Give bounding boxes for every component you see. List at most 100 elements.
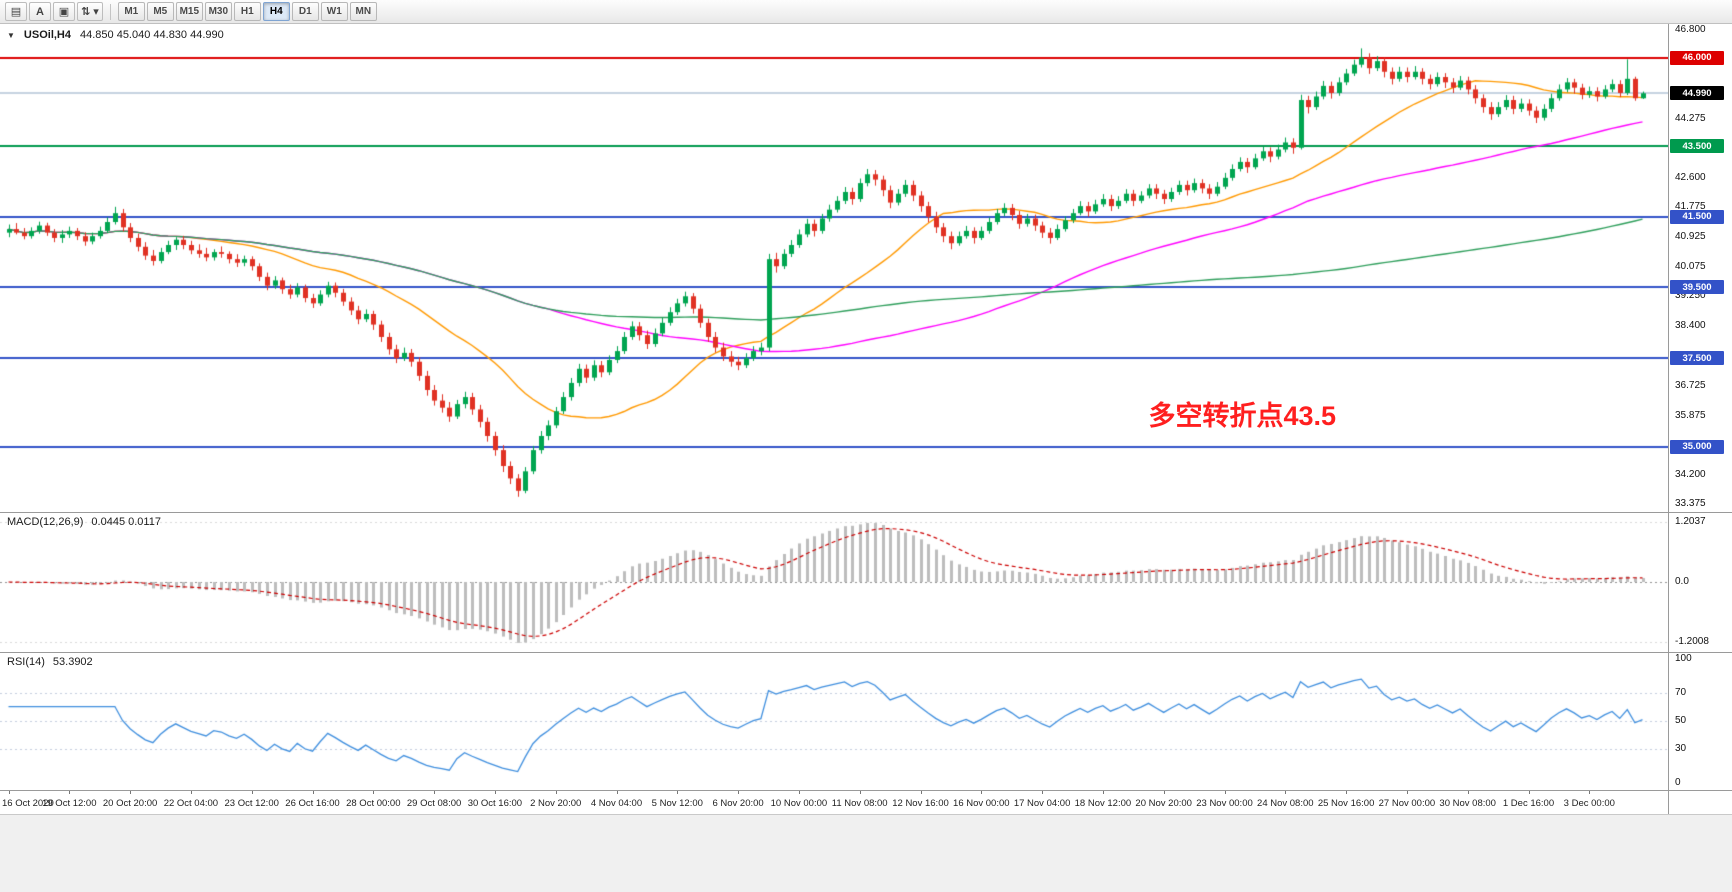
rsi-name: RSI(14) (7, 656, 45, 668)
charts-grid-icon[interactable]: ▤ (5, 2, 27, 21)
time-label: 24 Nov 08:00 (1257, 798, 1314, 809)
time-tick (252, 790, 253, 794)
time-label: 2 Nov 20:00 (530, 798, 582, 809)
time-tick (1225, 790, 1226, 794)
time-label: 26 Oct 16:00 (285, 798, 340, 809)
time-label: 3 Dec 00:00 (1563, 798, 1615, 809)
toolbar: ▤ A ▣ ⇅ ▾ M1 M5 M15 M30 H1 H4 D1 W1 MN (0, 0, 1732, 24)
time-tick (191, 790, 192, 794)
time-tick (1164, 790, 1165, 794)
price-tick: 35.875 (1675, 409, 1706, 421)
time-label: 16 Nov 00:00 (953, 798, 1010, 809)
rsi-axis-tick: 30 (1675, 742, 1687, 754)
level-price-badge: 37.500 (1670, 351, 1724, 366)
time-tick (1529, 790, 1530, 794)
timeframe-group: M1 M5 M15 M30 H1 H4 D1 W1 MN (117, 2, 377, 21)
level-price-badge: 35.000 (1670, 439, 1724, 454)
main-chart-panel[interactable]: ▼ USOil,H4 44.850 45.040 44.830 44.990 多… (0, 24, 1668, 512)
time-tick (1103, 790, 1104, 794)
timeframe-h1[interactable]: H1 (233, 2, 261, 21)
macd-axis-tick: 1.2037 (1675, 516, 1706, 528)
time-axis[interactable]: 16 Oct 2020 19 Oct 12:00 20 Oct 20:00 22 Oc… (0, 790, 1732, 814)
macd-canvas[interactable] (0, 512, 1668, 652)
time-label: 6 Nov 20:00 (712, 798, 764, 809)
symbol-collapse-icon[interactable]: ▼ (7, 30, 15, 40)
time-tick (921, 790, 922, 794)
price-tick: 46.800 (1675, 24, 1706, 35)
price-tick: 33.375 (1675, 498, 1706, 510)
price-tick: 41.775 (1675, 201, 1706, 212)
current-price-badge: 44.990 (1670, 86, 1724, 101)
rsi-label: RSI(14) 53.3902 (7, 656, 93, 668)
price-tick: 39.250 (1675, 290, 1706, 302)
template-icon[interactable]: ▣ (53, 2, 75, 21)
macd-panel[interactable]: MACD(12,26,9) 0.0445 0.0117 (0, 512, 1668, 652)
timeframe-m15[interactable]: M15 (175, 2, 203, 21)
time-tick (1468, 790, 1469, 794)
price-tick: 44.275 (1675, 112, 1706, 124)
price-tick: 40.925 (1675, 231, 1706, 243)
rsi-value: 53.3902 (52, 656, 93, 668)
price-tick: 36.725 (1675, 379, 1706, 391)
level-price-badge: 46.000 (1670, 50, 1724, 65)
time-tick (738, 790, 739, 794)
time-tick (1589, 790, 1590, 794)
time-tick (799, 790, 800, 794)
level-price-badge: 39.500 (1670, 280, 1724, 295)
time-tick (434, 790, 435, 794)
macd-name: MACD(12,26,9) (7, 516, 84, 528)
timeframe-w1[interactable]: W1 (320, 2, 348, 21)
panel-separator[interactable] (0, 652, 1732, 653)
rsi-canvas[interactable] (0, 652, 1668, 790)
price-tick: 34.200 (1675, 468, 1706, 480)
time-tick (130, 790, 131, 794)
time-label: 20 Oct 20:00 (102, 798, 158, 809)
time-label: 22 Oct 04:00 (163, 798, 219, 809)
time-label: 29 Oct 08:00 (406, 798, 462, 809)
time-label: 4 Nov 04:00 (590, 798, 643, 809)
candlestick-chart-canvas[interactable] (0, 24, 1668, 512)
ohlc-values: 44.850 45.040 44.830 44.990 (80, 29, 224, 41)
time-tick (677, 790, 678, 794)
time-label: 23 Nov 00:00 (1196, 798, 1253, 809)
timeframe-h4[interactable]: H4 (262, 2, 290, 21)
rsi-axis-tick: 0 (1675, 777, 1681, 788)
annotate-text-icon[interactable]: A (29, 2, 51, 21)
price-tick: 40.075 (1675, 261, 1706, 273)
time-tick (617, 790, 618, 794)
panel-separator[interactable] (0, 512, 1732, 513)
level-price-badge: 41.500 (1670, 209, 1724, 224)
time-tick (1407, 790, 1408, 794)
time-tick (313, 790, 314, 794)
toolbar-separator (109, 3, 111, 20)
time-tick (1346, 790, 1347, 794)
time-tick (860, 790, 861, 794)
time-label: 25 Nov 16:00 (1317, 798, 1375, 809)
panel-separator (0, 790, 1732, 791)
symbol-label: USOil,H4 (23, 29, 71, 41)
time-label: 30 Oct 16:00 (467, 798, 523, 809)
timeframe-m5[interactable]: M5 (146, 2, 174, 21)
time-tick (981, 790, 982, 794)
macd-axis-tick: -1.2008 (1675, 635, 1709, 647)
time-label: 18 Nov 12:00 (1074, 798, 1132, 809)
chart-header: ▼ USOil,H4 44.850 45.040 44.830 44.990 (7, 29, 224, 41)
time-tick (1285, 790, 1286, 794)
macd-values: 0.0445 0.0117 (91, 516, 161, 528)
time-label: 10 Nov 00:00 (770, 798, 828, 809)
time-label: 28 Oct 00:00 (346, 798, 401, 809)
time-label: 16 Oct 2020 (2, 798, 54, 809)
timeframe-d1[interactable]: D1 (291, 2, 319, 21)
rsi-axis-tick: 100 (1675, 653, 1692, 664)
price-axis[interactable]: 46.800 44.275 42.600 41.775 40.925 40.075 39.2… (1669, 24, 1732, 814)
macd-label: MACD(12,26,9) 0.0445 0.0117 (7, 516, 161, 528)
scale-dropdown-icon[interactable]: ⇅ ▾ (77, 2, 103, 21)
time-label: 27 Nov 00:00 (1378, 798, 1436, 809)
timeframe-mn[interactable]: MN (349, 2, 377, 21)
time-tick (69, 790, 70, 794)
timeframe-m1[interactable]: M1 (117, 2, 145, 21)
timeframe-m30[interactable]: M30 (204, 2, 232, 21)
rsi-panel[interactable]: RSI(14) 53.3902 (0, 652, 1668, 790)
price-tick: 38.400 (1675, 320, 1706, 332)
time-tick (373, 790, 374, 794)
